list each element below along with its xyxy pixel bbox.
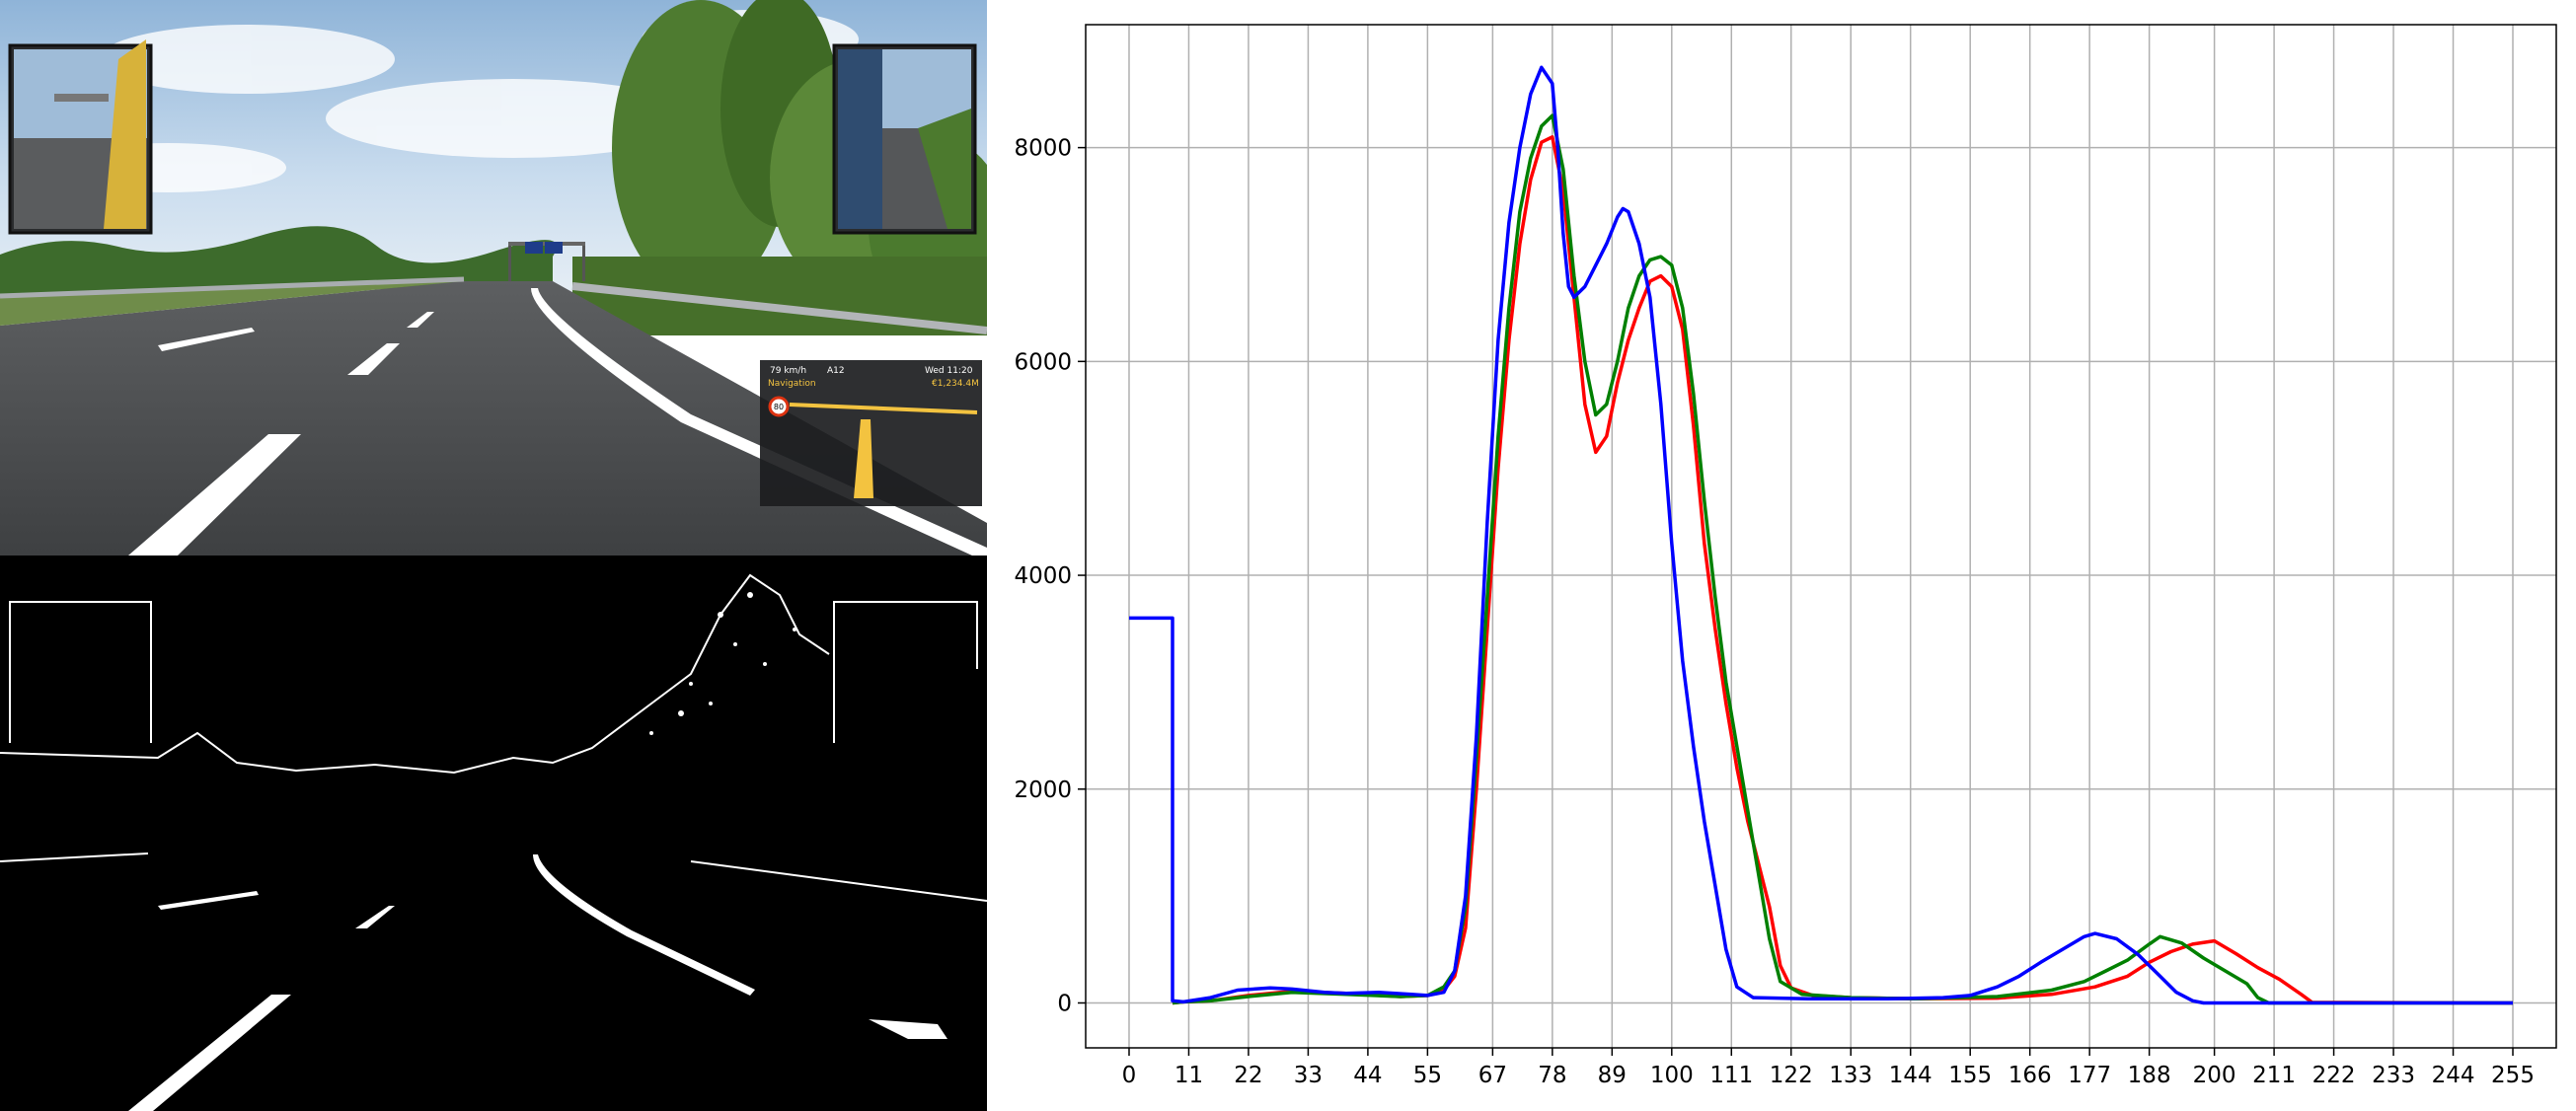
x-tick-label: 133 [1829,1063,1872,1088]
left-mirror [8,39,153,235]
x-tick-label: 122 [1770,1063,1813,1088]
x-tick-label: 100 [1650,1063,1694,1088]
x-tick-label: 244 [2432,1063,2475,1088]
x-tick-label: 44 [1353,1063,1382,1088]
series-lines [1129,65,2514,1005]
game-scene: 79 km/h A12 Wed 11:20 Navigation €1,234.… [0,0,987,556]
overhead-sign [508,242,585,281]
lane-mask [128,854,947,1111]
x-tick-label: 89 [1598,1063,1627,1088]
left-mirror-outline [9,601,152,743]
x-tick-label: 255 [2491,1063,2535,1088]
green-channel-line [1172,113,2513,1005]
x-tick-label: 55 [1413,1063,1442,1088]
x-tick-label: 211 [2252,1063,2296,1088]
hud-time: Wed 11:20 [925,366,973,376]
y-tick-label: 0 [1057,991,1072,1016]
x-tick-label: 67 [1478,1063,1507,1088]
right-guardrail [571,282,987,334]
right-guardrail-edge [690,860,987,902]
threshold-mask-view [0,556,987,1111]
lane-markings [128,288,987,556]
x-tick-label: 177 [2068,1063,2111,1088]
hud-money: €1,234.4M [932,379,979,389]
speed-limit-value: 80 [774,403,784,411]
hud-route: A12 [827,366,845,376]
mask-scene [0,556,987,1111]
plot-frame [1085,24,2557,1049]
game-camera-view: 79 km/h A12 Wed 11:20 Navigation €1,234.… [0,0,987,556]
x-tick-label: 188 [2128,1063,2171,1088]
hud-nav-label: Navigation [768,379,816,389]
chart-svg: 0 11 22 33 44 55 67 78 89 100 111 122 133 144 155 166 17… [1014,24,2557,1088]
x-tick-label: 33 [1294,1063,1323,1088]
red-channel-line [1172,135,2514,1005]
y-tick-label: 2000 [1014,778,1072,803]
x-tick-label: 111 [1709,1063,1753,1088]
x-tick-label: 78 [1538,1063,1566,1088]
right-mirror [832,43,977,235]
right-mirror-outline [833,601,978,743]
x-tick-label: 200 [2193,1063,2236,1088]
x-tick-label: 144 [1889,1063,1932,1088]
y-axis-ticks: 0 2000 4000 6000 8000 [1014,136,1086,1016]
grid [1086,25,2556,1048]
tree-edge [0,573,830,775]
x-tick-label: 22 [1234,1063,1262,1088]
x-tick-label: 222 [2312,1063,2356,1088]
x-tick-label: 0 [1122,1063,1137,1088]
x-tick-label: 11 [1174,1063,1203,1088]
hud-speed: 79 km/h [770,366,806,376]
blue-channel-line [1129,65,2513,1005]
foliage-noise [649,592,796,735]
histogram-chart: 0 11 22 33 44 55 67 78 89 100 111 122 133 144 155 166 17… [987,0,2576,1111]
speed-limit-sign [768,396,790,417]
y-tick-label: 4000 [1014,563,1072,589]
navigation-hud: 79 km/h A12 Wed 11:20 Navigation €1,234.… [760,360,982,506]
left-guardrail [0,276,465,299]
y-tick-label: 8000 [1014,136,1072,162]
x-tick-label: 166 [2008,1063,2052,1088]
left-guardrail-edge [0,852,149,862]
x-tick-label: 155 [1948,1063,1992,1088]
x-tick-label: 233 [2372,1063,2415,1088]
x-axis-ticks: 0 11 22 33 44 55 67 78 89 100 111 122 133 144 155 166 17… [1122,1048,2535,1088]
y-tick-label: 6000 [1014,349,1072,375]
